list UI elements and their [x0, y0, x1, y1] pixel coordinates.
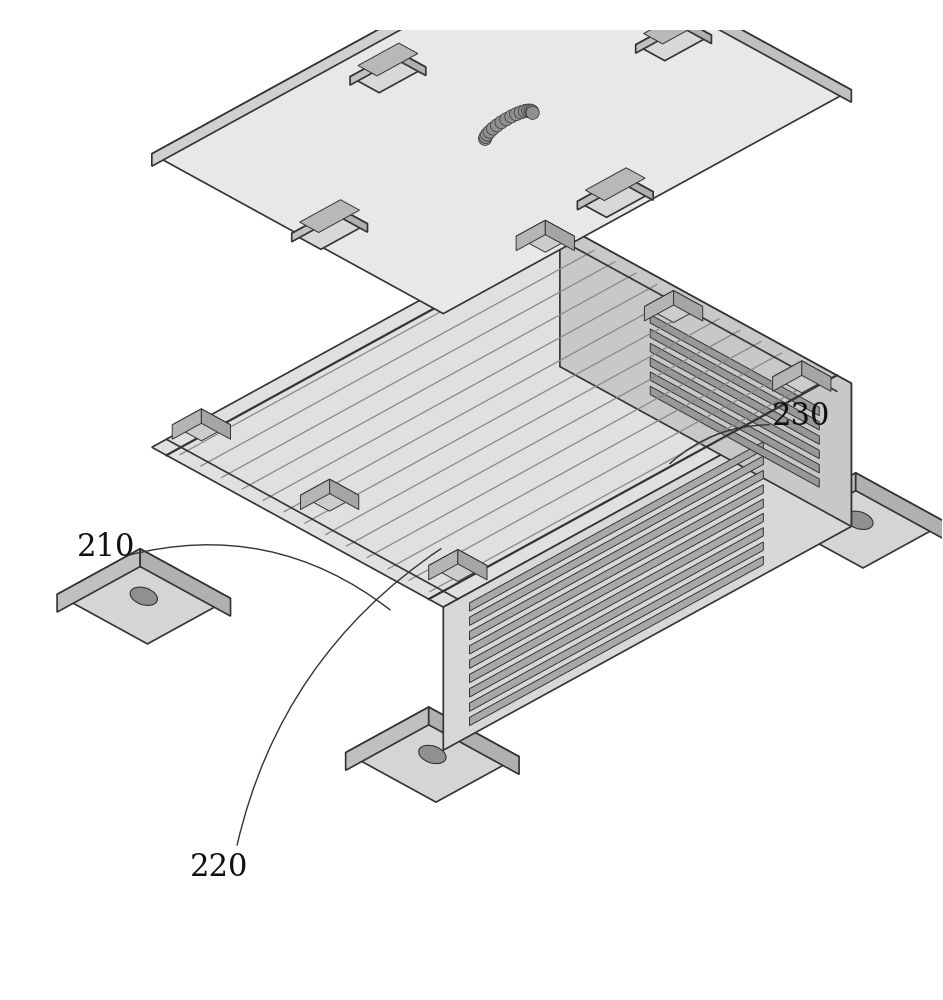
Polygon shape: [202, 409, 230, 439]
Polygon shape: [624, 176, 653, 200]
Circle shape: [509, 108, 522, 121]
Polygon shape: [651, 343, 819, 444]
Polygon shape: [301, 479, 358, 511]
Polygon shape: [358, 43, 418, 76]
Polygon shape: [443, 383, 852, 750]
Polygon shape: [516, 220, 574, 252]
Polygon shape: [484, 315, 657, 410]
Polygon shape: [301, 479, 330, 510]
Polygon shape: [644, 11, 703, 44]
Polygon shape: [152, 0, 852, 314]
Circle shape: [514, 106, 527, 119]
Polygon shape: [577, 176, 653, 217]
Polygon shape: [644, 291, 673, 321]
Polygon shape: [429, 550, 487, 581]
Ellipse shape: [557, 353, 585, 371]
Polygon shape: [346, 707, 519, 802]
Polygon shape: [651, 358, 819, 459]
Polygon shape: [651, 329, 819, 430]
Polygon shape: [300, 200, 359, 233]
Polygon shape: [772, 361, 802, 391]
Polygon shape: [330, 479, 358, 510]
Polygon shape: [772, 473, 855, 536]
Polygon shape: [470, 499, 763, 668]
Polygon shape: [470, 556, 763, 726]
Polygon shape: [470, 513, 763, 683]
Circle shape: [483, 125, 496, 138]
Circle shape: [479, 130, 492, 144]
Polygon shape: [673, 291, 703, 321]
Polygon shape: [152, 0, 560, 166]
Circle shape: [519, 105, 531, 118]
Polygon shape: [339, 208, 368, 232]
Polygon shape: [772, 473, 943, 568]
Polygon shape: [545, 220, 574, 251]
Polygon shape: [516, 220, 545, 251]
Polygon shape: [346, 707, 429, 770]
Ellipse shape: [419, 745, 446, 764]
Polygon shape: [350, 51, 426, 93]
Circle shape: [526, 106, 539, 119]
Circle shape: [525, 105, 538, 118]
Polygon shape: [470, 442, 763, 611]
Text: 220: 220: [190, 852, 248, 883]
Polygon shape: [802, 361, 831, 391]
Polygon shape: [560, 0, 852, 102]
Circle shape: [490, 119, 504, 132]
Polygon shape: [636, 19, 683, 53]
Circle shape: [521, 104, 535, 117]
Polygon shape: [855, 473, 943, 540]
Circle shape: [500, 113, 513, 126]
Polygon shape: [173, 409, 202, 439]
Polygon shape: [470, 456, 763, 625]
Polygon shape: [484, 315, 567, 378]
Circle shape: [524, 104, 538, 117]
Polygon shape: [636, 19, 711, 61]
Circle shape: [487, 122, 500, 135]
Circle shape: [495, 116, 508, 129]
Polygon shape: [58, 549, 141, 612]
Polygon shape: [291, 208, 368, 249]
Polygon shape: [429, 707, 519, 774]
Polygon shape: [683, 19, 711, 44]
Polygon shape: [470, 485, 763, 654]
Polygon shape: [772, 361, 831, 393]
Polygon shape: [350, 51, 397, 85]
Circle shape: [481, 128, 494, 141]
Circle shape: [505, 110, 518, 123]
Polygon shape: [291, 208, 339, 242]
Polygon shape: [470, 528, 763, 697]
Polygon shape: [651, 315, 819, 416]
Polygon shape: [173, 409, 230, 441]
Polygon shape: [141, 549, 230, 616]
Polygon shape: [586, 168, 645, 201]
Polygon shape: [397, 51, 426, 76]
Polygon shape: [470, 470, 763, 640]
Polygon shape: [651, 372, 819, 473]
Ellipse shape: [846, 511, 873, 529]
Text: 210: 210: [76, 532, 135, 563]
Polygon shape: [470, 542, 763, 711]
Polygon shape: [429, 550, 458, 580]
Text: 230: 230: [772, 401, 831, 432]
Polygon shape: [458, 550, 487, 580]
Polygon shape: [152, 223, 852, 607]
Polygon shape: [560, 223, 852, 526]
Polygon shape: [58, 549, 230, 644]
Polygon shape: [644, 291, 703, 323]
Polygon shape: [651, 386, 819, 487]
Polygon shape: [577, 176, 624, 210]
Ellipse shape: [130, 587, 157, 605]
Polygon shape: [567, 315, 657, 382]
Circle shape: [478, 132, 491, 145]
